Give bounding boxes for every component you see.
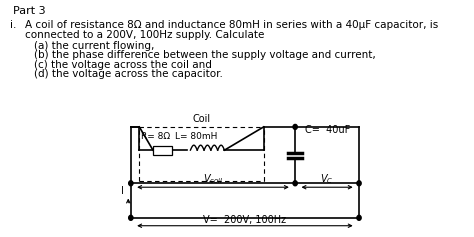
Text: $V_C$: $V_C$	[320, 173, 334, 186]
Circle shape	[293, 181, 297, 186]
Text: connected to a 200V, 100Hz supply. Calculate: connected to a 200V, 100Hz supply. Calcu…	[25, 30, 264, 40]
Text: Part 3: Part 3	[13, 6, 46, 16]
Circle shape	[129, 181, 133, 186]
Circle shape	[293, 124, 297, 129]
Text: L= 80mH: L= 80mH	[175, 132, 218, 141]
Circle shape	[357, 181, 361, 186]
Text: $V_{coil}$: $V_{coil}$	[203, 173, 223, 186]
Text: I: I	[121, 186, 124, 196]
Text: i.: i.	[10, 20, 16, 30]
Text: (d) the voltage across the capacitor.: (d) the voltage across the capacitor.	[34, 69, 223, 79]
Text: R= 8Ω: R= 8Ω	[141, 132, 170, 141]
Text: A coil of resistance 8Ω and inductance 80mH in series with a 40μF capacitor, is: A coil of resistance 8Ω and inductance 8…	[25, 20, 438, 30]
Circle shape	[357, 215, 361, 220]
Circle shape	[129, 215, 133, 220]
Text: V=  200V, 100Hz: V= 200V, 100Hz	[203, 215, 286, 225]
Text: C=  40uF: C= 40uF	[304, 125, 350, 135]
Text: (c) the voltage across the coil and: (c) the voltage across the coil and	[34, 60, 211, 70]
Bar	[153, 146, 172, 155]
Text: Coil: Coil	[192, 114, 210, 124]
Text: (a) the current flowing,: (a) the current flowing,	[34, 41, 154, 51]
Text: (b) the phase difference between the supply voltage and current,: (b) the phase difference between the sup…	[34, 50, 375, 60]
